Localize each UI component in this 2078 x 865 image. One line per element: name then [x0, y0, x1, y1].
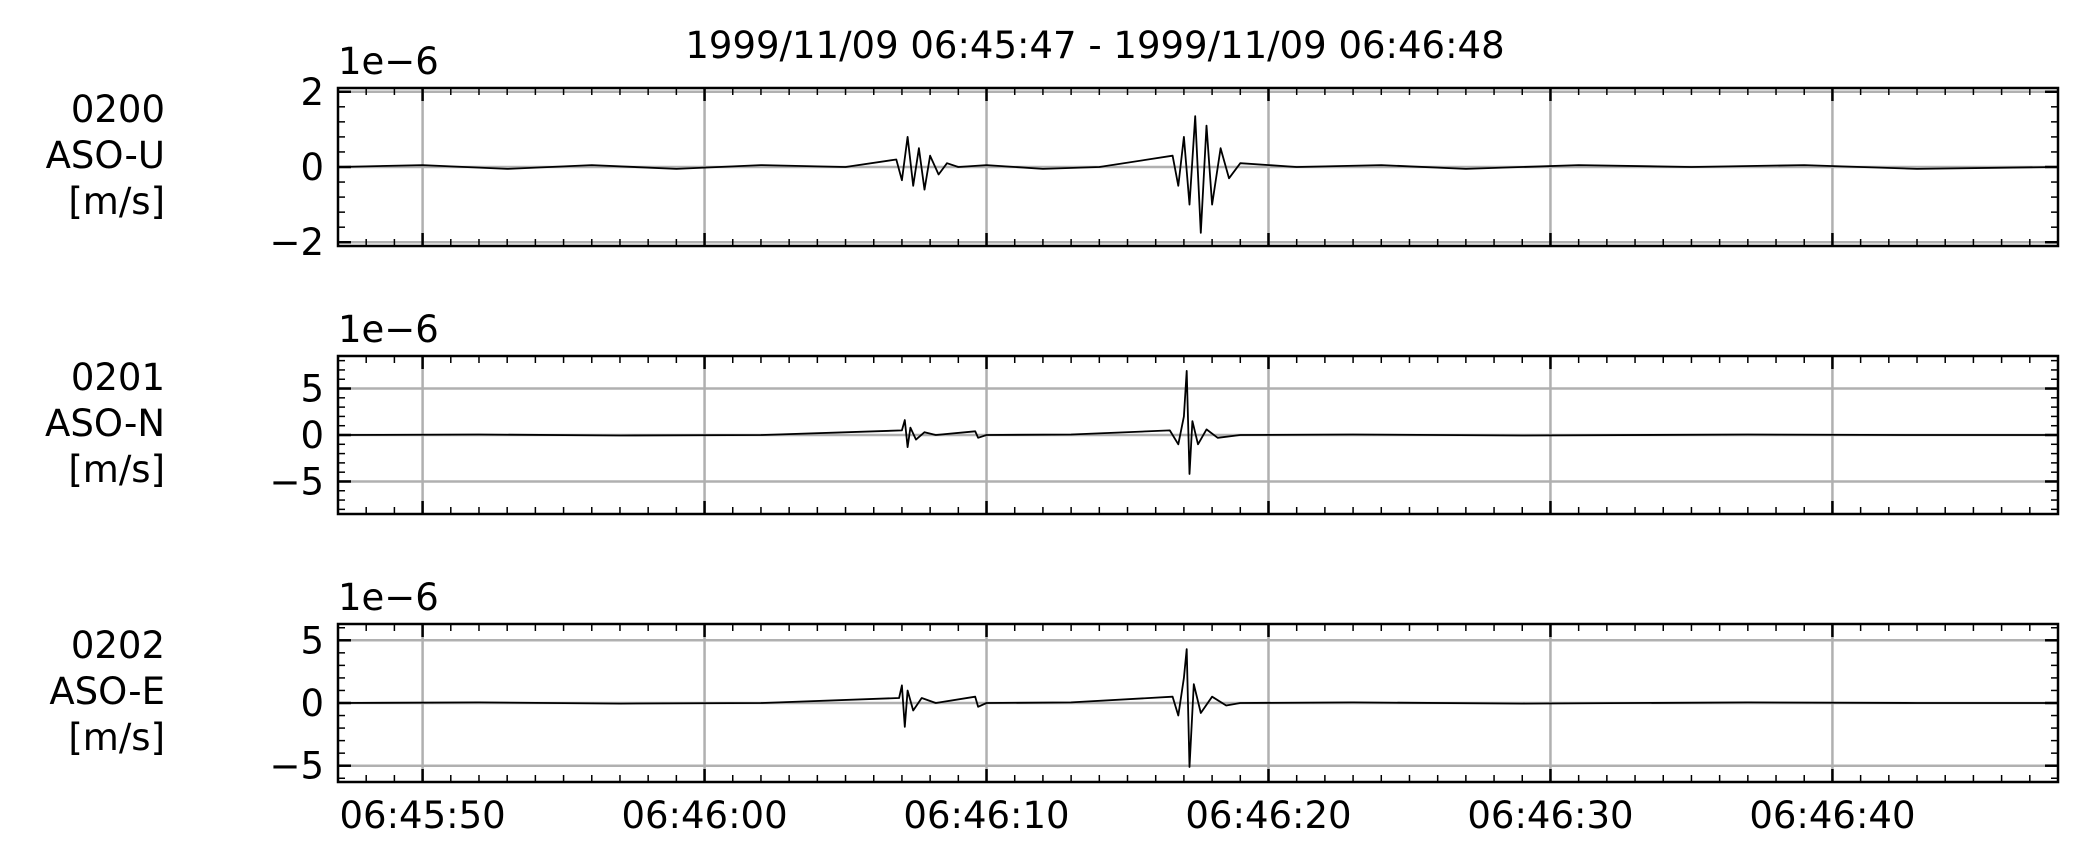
y-tick-label: −2 [269, 221, 324, 264]
y-tick-label: 0 [300, 414, 324, 457]
waveform-trace [337, 648, 2058, 768]
station-label-line: [m/s] [68, 180, 165, 223]
y-tick-label: −5 [269, 460, 324, 503]
y-tick-label: 2 [300, 71, 324, 114]
station-label-line: ASO-N [45, 402, 165, 445]
station-label-line: [m/s] [68, 448, 165, 491]
x-tick-label: 06:46:40 [1749, 794, 1915, 837]
y-tick-label: −5 [269, 745, 324, 788]
x-tick-label: 06:46:10 [903, 794, 1069, 837]
axes-frame [336, 86, 2060, 248]
station-label-line: ASO-U [46, 134, 165, 177]
station-label-line: 0200 [71, 88, 165, 131]
figure-title: 1999/11/09 06:45:47 - 1999/11/09 06:46:4… [685, 24, 1504, 67]
station-label-line: ASO-E [49, 670, 165, 713]
offset-text: 1e−6 [338, 576, 439, 619]
y-tick-label: 5 [300, 368, 324, 411]
x-tick-label: 06:45:50 [339, 794, 505, 837]
waveform-trace [337, 369, 2058, 475]
offset-text: 1e−6 [338, 308, 439, 351]
axes-frame [336, 622, 2060, 784]
axes-frame [336, 354, 2060, 516]
waveform-trace [337, 115, 2059, 234]
station-label-line: 0202 [71, 624, 165, 667]
x-tick-label: 06:46:20 [1185, 794, 1351, 837]
offset-text: 1e−6 [338, 40, 439, 83]
station-label-line: [m/s] [68, 716, 165, 759]
y-tick-label: 0 [300, 682, 324, 725]
x-tick-label: 06:46:00 [621, 794, 787, 837]
station-label-line: 0201 [71, 356, 165, 399]
x-tick-label: 06:46:30 [1467, 794, 1633, 837]
y-tick-label: 5 [300, 619, 324, 662]
y-tick-label: 0 [300, 146, 324, 189]
